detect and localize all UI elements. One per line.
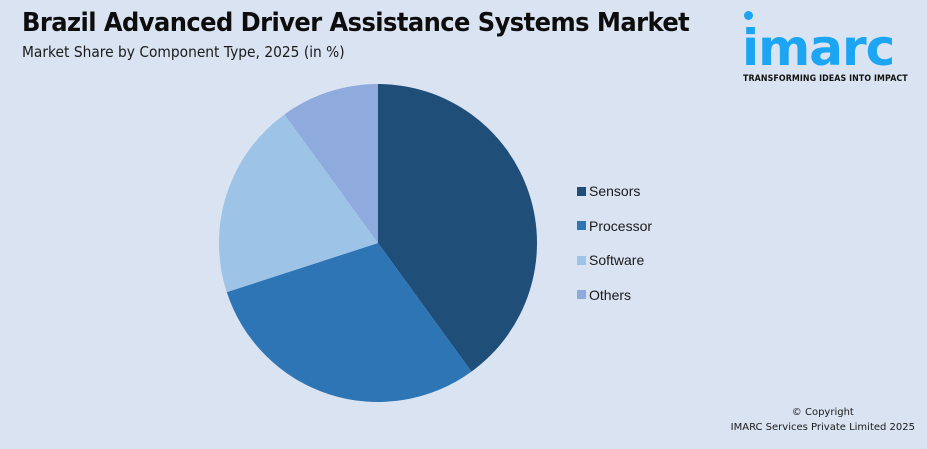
legend-label: Processor	[589, 217, 653, 234]
chart-legend: Sensors Processor Software Others	[577, 182, 652, 320]
legend-label: Others	[589, 286, 632, 303]
legend-swatch-icon	[577, 290, 586, 299]
pie-slice-others	[284, 84, 378, 243]
pie-slice-software	[218, 114, 378, 293]
imarc-logo: imarc TRANSFORMING IDEAS INTO IMPACT	[740, 6, 920, 86]
legend-item-others: Others	[577, 286, 652, 304]
pie-slice-sensors	[378, 84, 537, 372]
legend-item-processor: Processor	[577, 217, 652, 235]
copyright-line-1: © Copyright	[791, 407, 854, 418]
legend-swatch-icon	[577, 186, 586, 196]
logo-dot-icon	[744, 11, 753, 20]
legend-swatch-icon	[577, 221, 586, 230]
logo-tagline: TRANSFORMING IDEAS INTO IMPACT	[743, 74, 908, 84]
copyright-line-2: IMARC Services Private Limited 2025	[730, 422, 915, 433]
legend-label: Sensors	[589, 183, 641, 199]
chart-title: Brazil Advanced Driver Assistance System…	[22, 8, 690, 38]
pie-slice-processor	[226, 243, 472, 402]
legend-label: Software	[589, 252, 645, 268]
legend-swatch-icon	[577, 255, 586, 265]
logo-wordmark: imarc	[742, 19, 895, 77]
chart-subtitle: Market Share by Component Type, 2025 (in…	[22, 43, 345, 61]
legend-item-sensors: Sensors	[577, 182, 652, 200]
copyright-notice: © Copyright IMARC Services Private Limit…	[731, 405, 915, 435]
legend-item-software: Software	[577, 251, 652, 269]
